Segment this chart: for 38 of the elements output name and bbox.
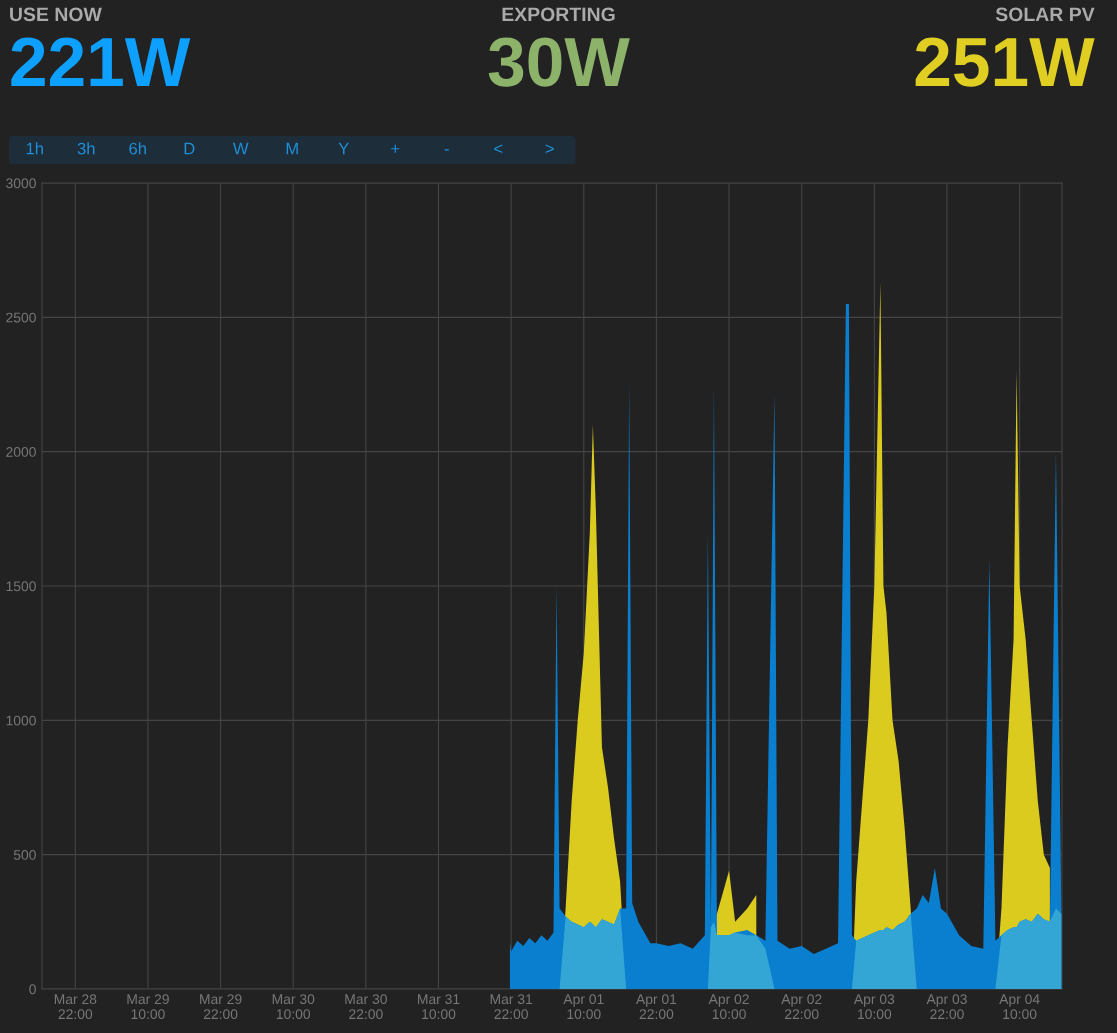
text: - (444, 149, 449, 151)
text: 30W (488, 37, 630, 87)
y-tick-label: 0 (29, 984, 36, 995)
x-tick-label: Mar 30 22:00 (345, 994, 387, 1020)
x-tick-label: Apr 04 10:00 (999, 994, 1040, 1020)
y-tick-label: 1500 (6, 581, 36, 592)
text: 3h (77, 142, 95, 155)
y-tick-label: 1000 (6, 715, 36, 726)
x-tick-label: Apr 03 22:00 (926, 994, 967, 1020)
y-tick-label: 2000 (6, 447, 36, 457)
x-tick-label: Mar 31 22:00 (490, 994, 533, 1020)
x-tick-label: Apr 03 10:00 (853, 994, 895, 1020)
text: < (494, 144, 503, 154)
text: 221W (11, 37, 191, 86)
text: D (184, 142, 195, 155)
y-tick-label: 2500 (6, 312, 36, 323)
text: SOLAR PV (995, 7, 1095, 22)
text: > (545, 144, 554, 154)
x-tick-label: Mar 31 10:00 (418, 994, 460, 1020)
x-tick-label: Apr 01 10:00 (563, 994, 604, 1020)
y-tick-label: 500 (13, 850, 36, 860)
x-tick-label: Mar 28 22:00 (54, 994, 97, 1020)
text: M (286, 142, 298, 155)
text: EXPORTING (502, 7, 615, 22)
text: Y (338, 142, 349, 155)
y-tick-label: 3000 (6, 178, 36, 189)
text: 6h (129, 142, 146, 155)
text: 1h (26, 142, 43, 155)
x-tick-label: Apr 02 22:00 (781, 994, 822, 1020)
x-tick-label: Apr 02 10:00 (708, 994, 749, 1020)
x-tick-label: Mar 30 10:00 (272, 994, 315, 1020)
text: USE NOW (10, 7, 102, 22)
x-tick-label: Apr 01 22:00 (635, 994, 677, 1020)
text: 251W (915, 37, 1095, 87)
x-tick-label: Mar 29 10:00 (127, 994, 169, 1020)
x-tick-label: Mar 29 22:00 (200, 994, 242, 1020)
text: + (391, 144, 400, 153)
text: W (232, 142, 249, 155)
